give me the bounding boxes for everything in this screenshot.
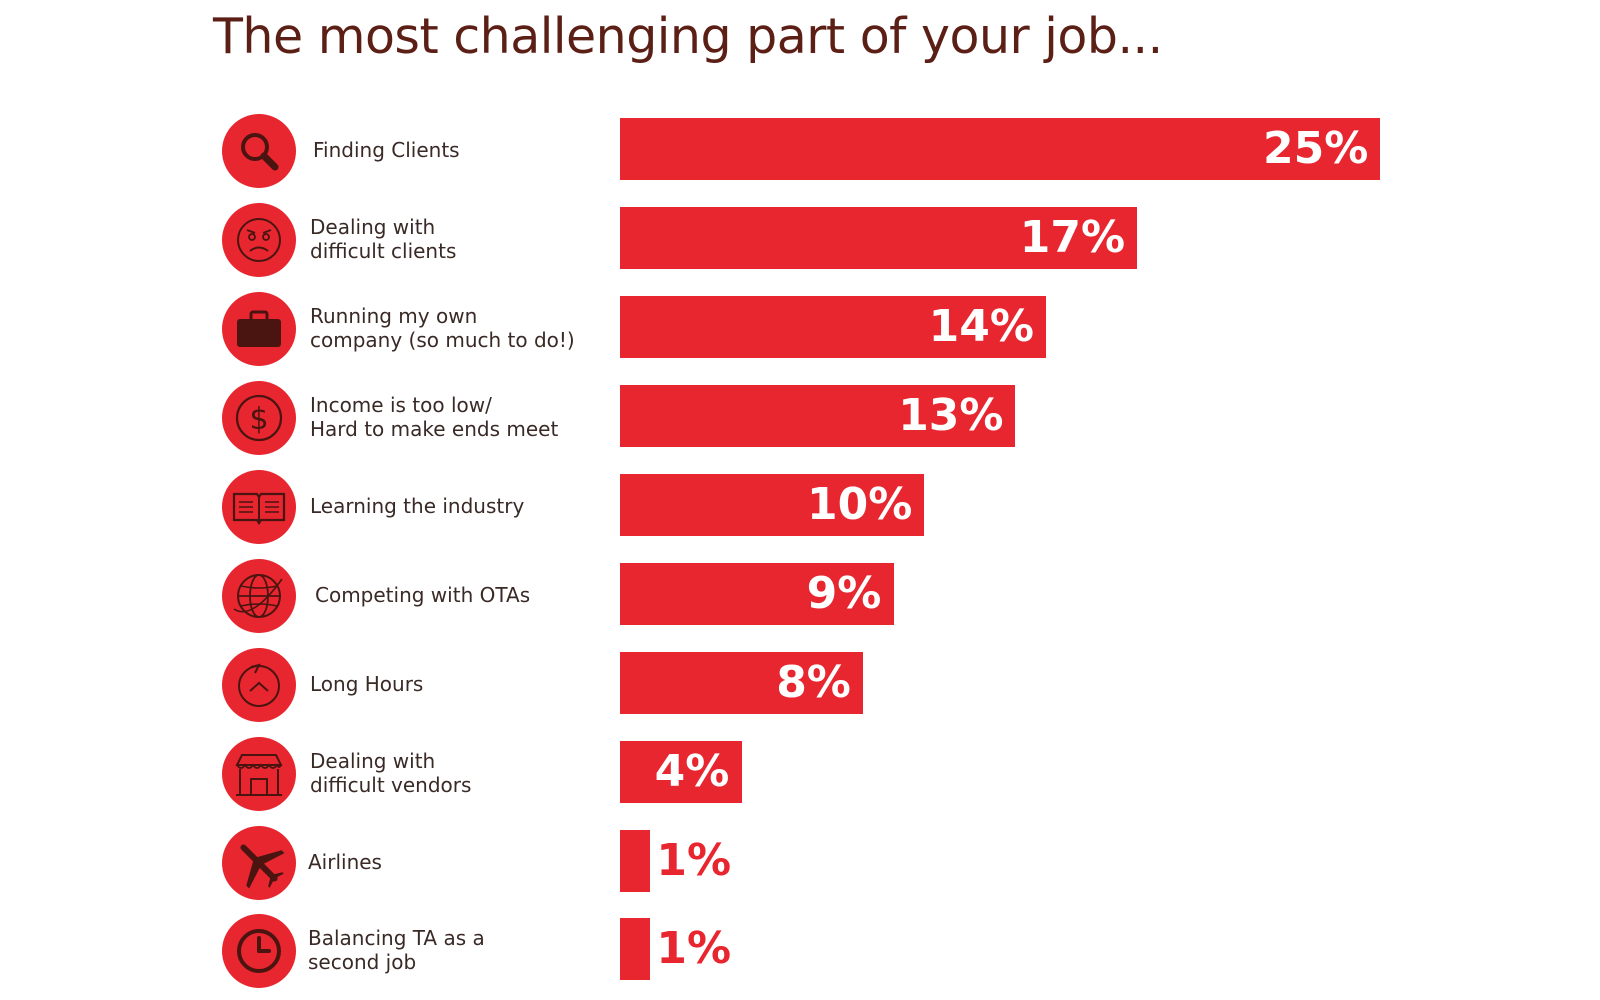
globe-icon (222, 559, 296, 633)
bar (620, 207, 1137, 269)
dollar-icon: $ (222, 381, 296, 455)
bar (620, 385, 1016, 447)
magnifier-icon (222, 114, 296, 188)
value-label: 17% (1019, 212, 1126, 263)
chart-row: Long Hours 8% (0, 640, 1600, 729)
bar (620, 652, 864, 714)
category-label: Dealing with difficult clients (310, 215, 457, 263)
value-label: 10% (807, 479, 913, 530)
book-icon (222, 470, 296, 544)
bar (620, 918, 651, 980)
bar (620, 474, 924, 536)
storefront-icon (222, 737, 296, 811)
value-label: 25% (1263, 123, 1369, 174)
chart-title: The most challenging part of your job... (213, 8, 1163, 65)
category-label: Balancing TA as a second job (308, 926, 485, 974)
category-label: Long Hours (310, 672, 424, 696)
category-label: Learning the industry (310, 494, 525, 518)
category-label: Income is too low/ Hard to make ends mee… (310, 393, 559, 441)
value-label: 9% (806, 568, 882, 619)
chart-row: Dealing with difficult clients 17% (0, 195, 1600, 284)
value-label: 8% (776, 657, 851, 708)
clock-icon (222, 914, 296, 988)
category-label: Dealing with difficult vendors (310, 749, 472, 797)
chart-row: Finding Clients 25% (0, 106, 1600, 195)
bar (620, 563, 894, 625)
angry-face-icon (222, 203, 296, 277)
bar (620, 741, 742, 803)
value-label: 14% (928, 301, 1034, 352)
chart-row: Dealing with difficult vendors 4% (0, 729, 1600, 818)
category-label: Finding Clients (313, 138, 460, 162)
chart-row: Competing with OTAs 9% (0, 551, 1600, 640)
bar (620, 296, 1046, 358)
airplane-icon (222, 826, 296, 900)
category-label: Competing with OTAs (315, 583, 531, 607)
chart-row: Balancing TA as a second job 1% (0, 906, 1600, 995)
value-label: 4% (654, 746, 730, 797)
chart-row: Learning the industry 10% (0, 462, 1600, 551)
svg-text:$: $ (249, 402, 268, 437)
chart-row: Running my own company (so much to do!) 1… (0, 284, 1600, 373)
category-label: Running my own company (so much to do!) (310, 304, 575, 352)
chart-row: $ Income is too low/ Hard to make ends me… (0, 373, 1600, 462)
briefcase-icon (222, 292, 296, 366)
cycle-icon (222, 648, 296, 722)
value-label: 1% (656, 923, 732, 974)
value-label: 1% (656, 835, 732, 886)
bar (620, 830, 651, 892)
bar (620, 118, 1380, 180)
value-label: 13% (898, 390, 1004, 441)
category-label: Airlines (308, 850, 382, 874)
chart-row: Airlines 1% (0, 818, 1600, 907)
